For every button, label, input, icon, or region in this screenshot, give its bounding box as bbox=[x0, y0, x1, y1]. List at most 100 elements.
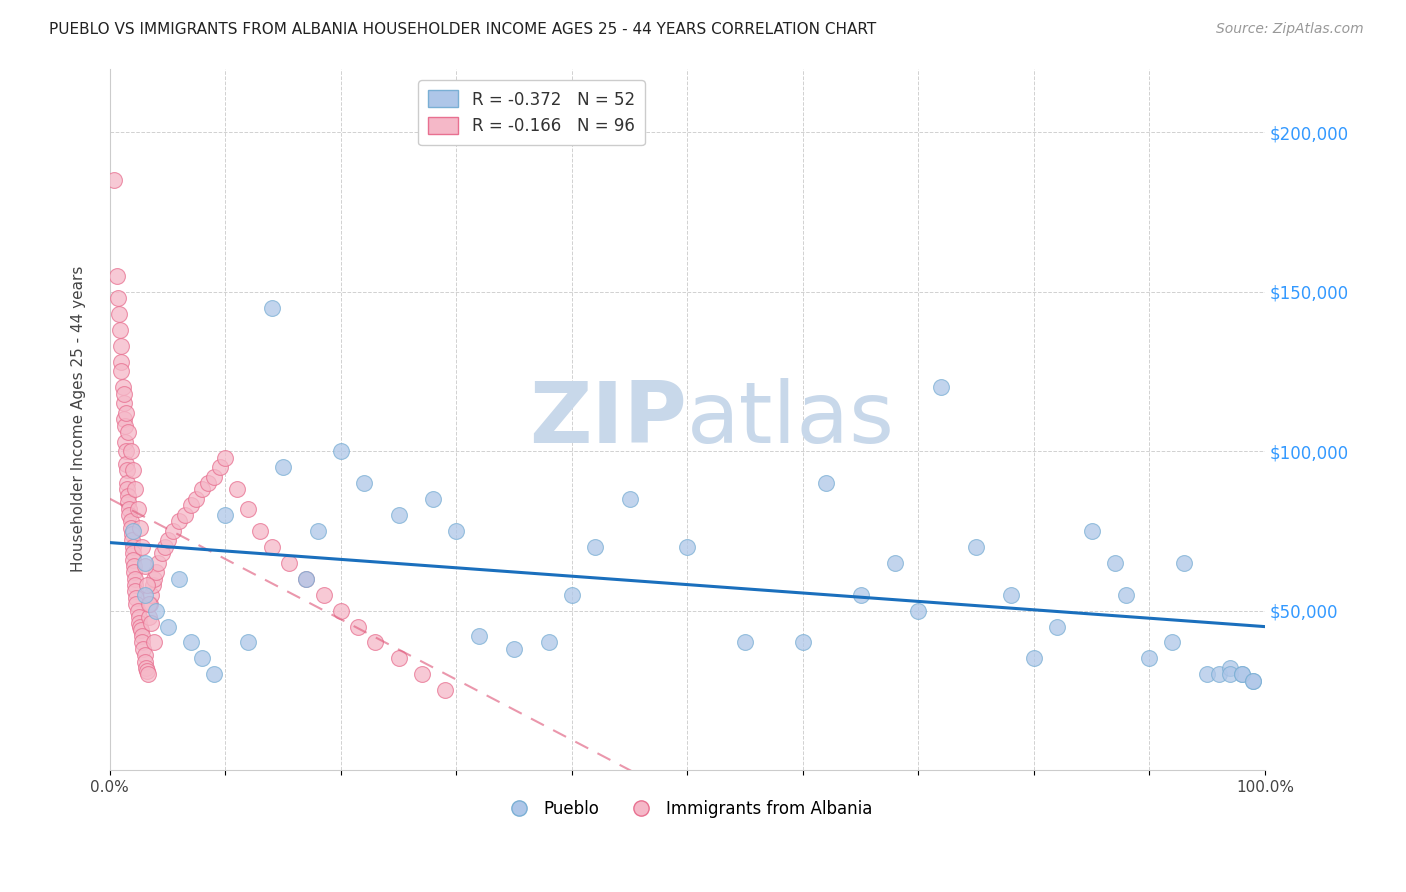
Point bbox=[1022, 651, 1045, 665]
Point bbox=[145, 566, 167, 580]
Point bbox=[118, 508, 141, 522]
Point bbox=[139, 597, 162, 611]
Point bbox=[108, 307, 131, 321]
Point bbox=[132, 641, 155, 656]
Point bbox=[134, 558, 156, 573]
Point bbox=[114, 418, 136, 433]
Text: ZIP: ZIP bbox=[530, 377, 688, 461]
Point bbox=[114, 434, 136, 449]
Point bbox=[120, 514, 142, 528]
Point bbox=[155, 540, 177, 554]
Point bbox=[128, 616, 150, 631]
Legend: Pueblo, Immigrants from Albania: Pueblo, Immigrants from Albania bbox=[495, 794, 879, 825]
Point bbox=[134, 588, 156, 602]
Point bbox=[134, 648, 156, 663]
Point bbox=[422, 491, 444, 506]
Point bbox=[271, 460, 294, 475]
Point bbox=[214, 508, 236, 522]
Point bbox=[1080, 524, 1102, 538]
Point bbox=[134, 655, 156, 669]
Point bbox=[122, 546, 145, 560]
Point bbox=[118, 501, 141, 516]
Point bbox=[468, 629, 491, 643]
Point bbox=[965, 540, 987, 554]
Point bbox=[136, 667, 159, 681]
Point bbox=[329, 444, 352, 458]
Point bbox=[561, 588, 583, 602]
Point bbox=[225, 483, 247, 497]
Point bbox=[128, 619, 150, 633]
Point bbox=[105, 268, 128, 283]
Point bbox=[1241, 673, 1264, 688]
Point bbox=[277, 556, 299, 570]
Point bbox=[1230, 667, 1253, 681]
Point bbox=[107, 291, 129, 305]
Point bbox=[167, 572, 190, 586]
Point bbox=[676, 540, 699, 554]
Point bbox=[112, 396, 135, 410]
Point bbox=[111, 380, 134, 394]
Point bbox=[142, 635, 165, 649]
Point bbox=[142, 572, 165, 586]
Point bbox=[792, 635, 814, 649]
Point bbox=[1208, 667, 1230, 681]
Point bbox=[1219, 667, 1241, 681]
Point bbox=[307, 524, 329, 538]
Point bbox=[1241, 673, 1264, 688]
Point bbox=[162, 524, 184, 538]
Point bbox=[124, 483, 146, 497]
Point bbox=[125, 591, 148, 605]
Point bbox=[537, 635, 560, 649]
Point bbox=[117, 495, 139, 509]
Point bbox=[135, 664, 157, 678]
Point bbox=[202, 667, 225, 681]
Point bbox=[135, 578, 157, 592]
Point bbox=[814, 476, 837, 491]
Point bbox=[238, 635, 260, 649]
Point bbox=[156, 619, 179, 633]
Point bbox=[1046, 619, 1069, 633]
Point bbox=[197, 476, 219, 491]
Point bbox=[128, 610, 150, 624]
Point bbox=[180, 635, 202, 649]
Point bbox=[122, 463, 145, 477]
Point bbox=[214, 450, 236, 465]
Point bbox=[191, 483, 214, 497]
Point bbox=[238, 501, 260, 516]
Point bbox=[150, 546, 173, 560]
Point bbox=[110, 364, 132, 378]
Point bbox=[121, 527, 143, 541]
Point bbox=[208, 460, 231, 475]
Point bbox=[135, 661, 157, 675]
Point bbox=[141, 588, 163, 602]
Point bbox=[148, 556, 170, 570]
Point bbox=[115, 457, 138, 471]
Point bbox=[156, 533, 179, 548]
Point bbox=[125, 597, 148, 611]
Point bbox=[112, 412, 135, 426]
Point bbox=[110, 339, 132, 353]
Point bbox=[115, 444, 138, 458]
Point bbox=[124, 572, 146, 586]
Point bbox=[180, 499, 202, 513]
Point bbox=[295, 572, 318, 586]
Point bbox=[127, 501, 149, 516]
Point bbox=[103, 173, 125, 187]
Point bbox=[260, 540, 283, 554]
Point bbox=[120, 521, 142, 535]
Point bbox=[167, 514, 190, 528]
Point bbox=[110, 323, 132, 337]
Point bbox=[191, 651, 214, 665]
Point bbox=[124, 578, 146, 592]
Point bbox=[129, 623, 152, 637]
Point bbox=[364, 635, 387, 649]
Point bbox=[329, 603, 352, 617]
Point bbox=[387, 651, 409, 665]
Point bbox=[1173, 556, 1195, 570]
Point bbox=[120, 444, 142, 458]
Point bbox=[122, 552, 145, 566]
Point bbox=[186, 491, 208, 506]
Point bbox=[387, 508, 409, 522]
Point bbox=[260, 301, 283, 315]
Point bbox=[138, 610, 160, 624]
